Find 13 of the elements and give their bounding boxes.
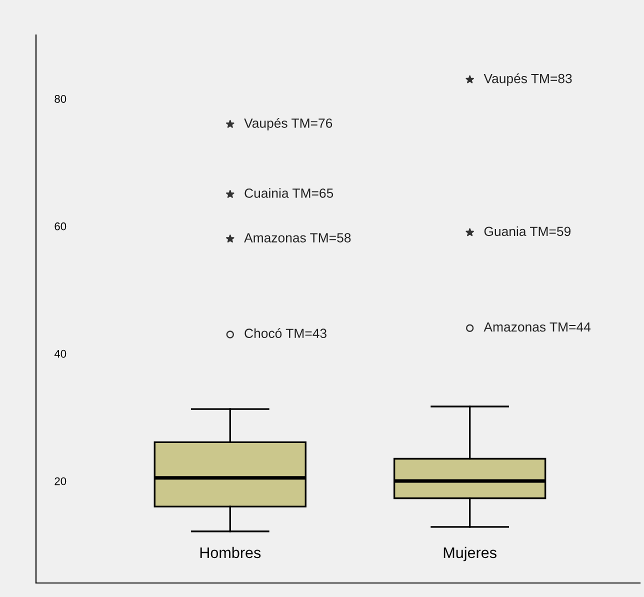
annotation: Amazonas TM=58 [244, 233, 351, 242]
y-tick-label: 40 [54, 350, 66, 358]
annotation: Chocó TM=43 [244, 328, 326, 338]
y-tick-label: 20 [54, 477, 66, 486]
y-tick-label: 60 [54, 222, 66, 230]
y-tick-label: 80 [54, 94, 66, 103]
annotation: Amazonas TM=44 [484, 322, 591, 332]
annotation: Vaupés TM=76 [244, 118, 332, 130]
annotation: Guania TM=59 [484, 226, 571, 236]
annotation: Vaupés TM=83 [484, 73, 572, 86]
annotation: Cuainia TM=65 [244, 188, 334, 198]
x-tick-label: Mujeres [444, 546, 496, 562]
x-tick-label: Hombres [200, 546, 261, 558]
